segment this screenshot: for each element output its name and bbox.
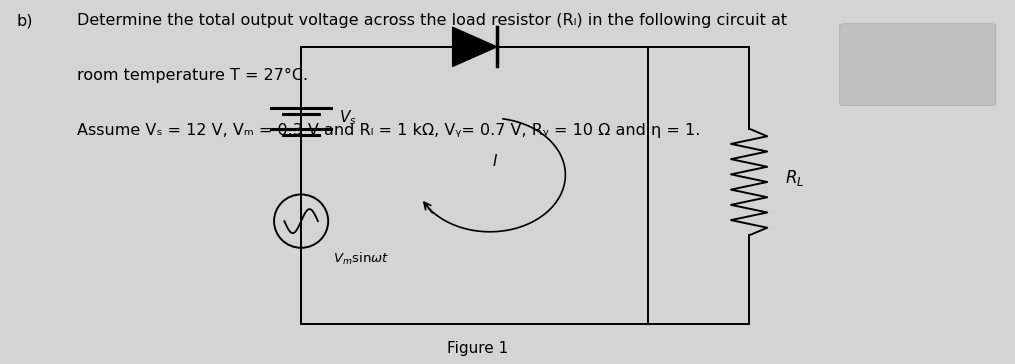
- Text: room temperature T = 27°C.: room temperature T = 27°C.: [77, 68, 308, 83]
- Text: $R_L$: $R_L$: [786, 169, 805, 189]
- Text: Figure 1: Figure 1: [447, 341, 508, 356]
- Text: Determine the total output voltage across the load resistor (Rₗ) in the followin: Determine the total output voltage acros…: [77, 13, 787, 28]
- Text: $V_s$: $V_s$: [339, 108, 357, 127]
- Text: Assume Vₛ = 12 V, Vₘ = 0.3 V and Rₗ = 1 kΩ, Vᵧ= 0.7 V, Rᵧ = 10 Ω and η = 1.: Assume Vₛ = 12 V, Vₘ = 0.3 V and Rₗ = 1 …: [77, 123, 700, 138]
- FancyBboxPatch shape: [839, 24, 996, 106]
- Polygon shape: [453, 27, 497, 66]
- Text: $V_m\mathrm{sin}\omega t$: $V_m\mathrm{sin}\omega t$: [333, 252, 390, 268]
- Text: $I$: $I$: [492, 153, 498, 169]
- Text: b): b): [16, 13, 32, 28]
